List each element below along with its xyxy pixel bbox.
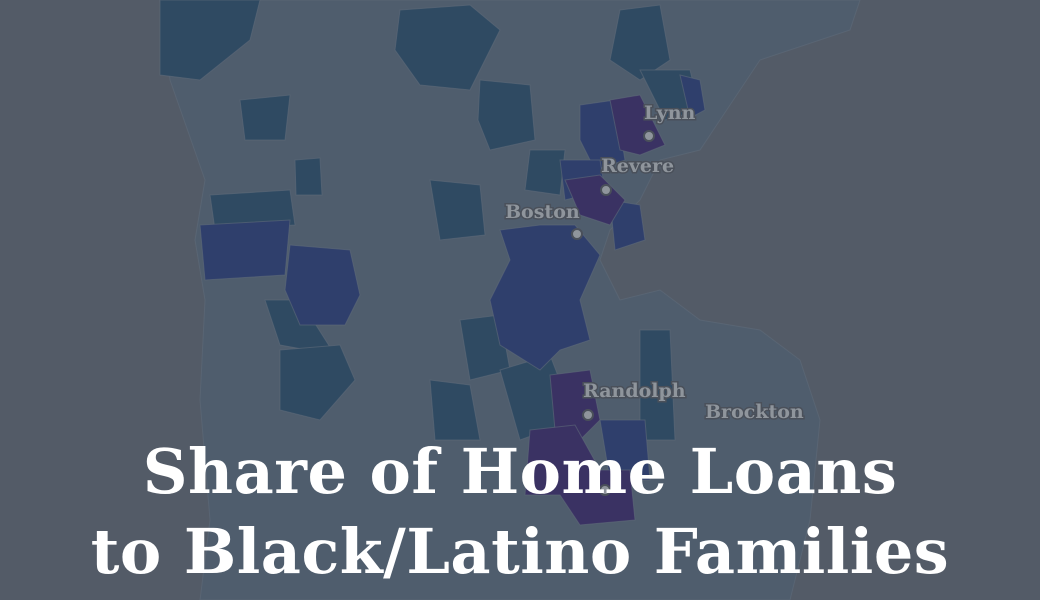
region [279,344,356,421]
map-regions [159,0,861,600]
region [599,419,651,481]
city-dot-icon [571,228,583,240]
region [679,74,706,119]
city-dot-icon [600,184,612,196]
city-dot-icon [599,484,611,496]
region [394,4,501,91]
region [239,94,291,141]
city-markers: Lynn Revere Boston Randolph Brockton [504,101,805,496]
city-revere: Revere [600,154,676,196]
city-boston: Boston [504,200,583,240]
city-label-brockton: Brockton [705,401,804,423]
map-title: Share of Home Loans to Black/Latino Fami… [0,432,1040,592]
city-lynn: Lynn [643,101,697,142]
region [429,179,486,241]
region [609,199,646,251]
region [639,329,676,441]
title-line-1: Share of Home Loans [142,435,898,508]
region [209,189,296,231]
city-label-boston: Boston [505,201,580,223]
region [524,149,566,196]
region [489,224,601,371]
city-dot-icon [582,409,594,421]
city-label-lynn: Lynn [644,102,696,124]
title-line-2: to Black/Latino Families [90,515,950,588]
city-label-revere: Revere [601,155,674,177]
region [524,424,636,526]
region [199,219,291,281]
city-randolph: Randolph [582,379,687,421]
city-label-randolph: Randolph [583,380,686,402]
region [159,0,261,81]
region [284,244,361,326]
region [429,379,481,441]
city-dot-icon [643,130,655,142]
city-brockton: Brockton [599,400,805,496]
region [549,369,601,441]
region [294,157,323,196]
region [477,79,536,151]
